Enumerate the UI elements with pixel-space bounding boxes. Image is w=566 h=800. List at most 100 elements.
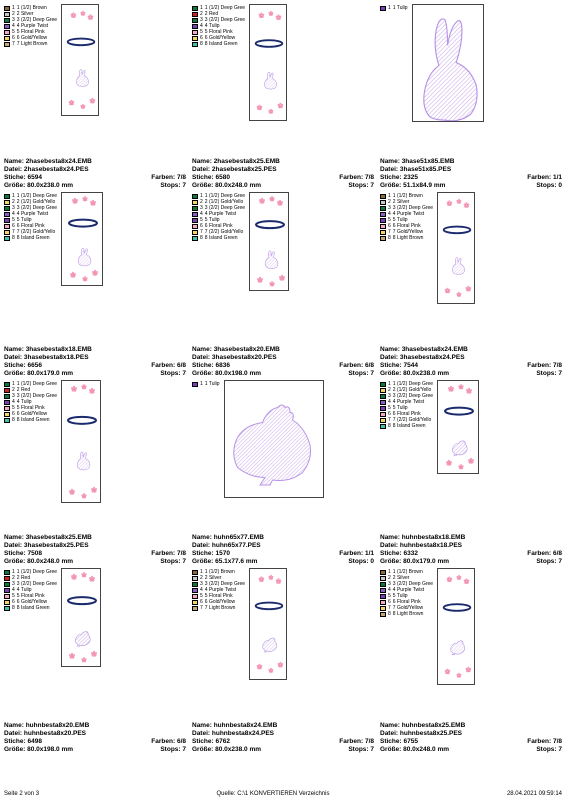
stitch-count: 6594 (27, 174, 41, 181)
design-info: Name: 3hasebesta8x25.EMB Datei: 3hasebes… (4, 534, 186, 567)
stop-count: 7 (558, 558, 562, 565)
design-name: huhnbesta8x20.EMB (26, 722, 90, 729)
color-swatch (192, 6, 198, 11)
color-swatch (192, 594, 198, 599)
color-swatch (4, 600, 10, 605)
color-swatch (4, 236, 10, 241)
color-legend: 11 (1/2) Deep Gree22 (1/2) Gold/Yello33 … (4, 192, 57, 344)
color-swatch (380, 412, 386, 417)
stitch-count: 6580 (215, 174, 229, 181)
legend-label: 8 Light Brown (393, 612, 424, 617)
design-name: 2hasebesta8x24.EMB (26, 158, 92, 165)
design-grid: 11 (1/2) Brown22 Silver33 (2/2) Deep Gre… (4, 4, 562, 754)
footer-right: 28.04.2021 09:59:14 (507, 791, 562, 797)
color-legend: 11 (1/2) Brown22 Silver33 (2/2) Deep Gre… (380, 192, 433, 344)
design-file: 3hasebesta8x25.PES (24, 542, 89, 549)
design-thumbnail (61, 568, 101, 667)
design-file: 2hasebesta8x25.PES (212, 166, 277, 173)
color-legend: 11 (1/2) Deep Gree22 Red33 (2/2) Deep Gr… (4, 380, 57, 532)
color-count: 1/1 (365, 550, 374, 557)
legend-num: 8 (200, 42, 203, 47)
color-count: 7/8 (365, 174, 374, 181)
design-file: huhnbesta8x20.PES (24, 730, 86, 737)
color-count: 7/8 (177, 174, 186, 181)
design-file: huhn65x77.PES (212, 542, 261, 549)
design-size: 80.0x198.0 mm (27, 746, 73, 753)
color-swatch (192, 194, 198, 199)
color-swatch (4, 394, 10, 399)
design-cell: 11 (1/2) Deep Gree22 (1/2) Gold/Yello33 … (380, 380, 562, 566)
design-size: 80.0x238.0 mm (403, 370, 449, 377)
page-footer: Seite 2 von 3 Quelle: C:\1 KONVERTIEREN … (4, 791, 562, 797)
color-swatch (4, 30, 10, 35)
footer-left: Seite 2 von 3 (4, 791, 39, 797)
design-info: Name: 3hase51x85.EMB Datei: 3hase51x85.P… (380, 158, 562, 191)
design-size: 80.0x248.0 mm (215, 182, 261, 189)
legend-label: 8 Island Green (17, 606, 50, 611)
legend-num: 8 (388, 236, 391, 241)
color-swatch (4, 382, 10, 387)
color-swatch (4, 224, 10, 229)
color-swatch (380, 424, 386, 429)
stop-count: 7 (558, 746, 562, 753)
legend-row: 88 Light Brown (380, 236, 433, 241)
color-swatch (380, 582, 386, 587)
design-cell: 11 (1/2) Brown22 Silver33 (2/2) Deep Gre… (4, 4, 186, 190)
legend-row: 88 Island Green (4, 236, 57, 241)
design-info: Name: huhnbesta8x25.EMB Datei: huhnbesta… (380, 722, 562, 755)
design-size: 80.0x179.0 mm (27, 370, 73, 377)
stop-count: 0 (370, 558, 374, 565)
color-legend: 11 (1/2) Deep Gree22 (1/2) Gold/Yello33 … (192, 192, 245, 344)
color-swatch (4, 230, 10, 235)
design-thumbnail (412, 4, 484, 122)
legend-row: 88 Island Green (4, 606, 57, 611)
legend-label: 7 Light Brown (205, 606, 236, 611)
color-swatch (192, 588, 198, 593)
color-swatch (192, 206, 198, 211)
design-info: Name: huhn65x77.EMB Datei: huhn65x77.PES… (192, 534, 374, 567)
color-swatch (192, 570, 198, 575)
design-cell: 11 (1/2) Brown22 Silver33 (2/2) Deep Gre… (192, 568, 374, 754)
design-thumbnail (437, 380, 479, 474)
color-swatch (4, 200, 10, 205)
legend-row: 88 Island Green (380, 424, 433, 429)
stitch-count: 6332 (403, 550, 417, 557)
color-swatch (380, 230, 386, 235)
legend-label: 8 Island Green (17, 418, 50, 423)
legend-num: 7 (200, 606, 203, 611)
color-swatch (192, 24, 198, 29)
legend-row: 11 Tulip (380, 6, 408, 11)
color-swatch (380, 194, 386, 199)
design-size: 80.0x238.0 mm (215, 746, 261, 753)
color-swatch (4, 6, 10, 11)
color-swatch (4, 36, 10, 41)
color-swatch (380, 206, 386, 211)
legend-num: 8 (12, 606, 15, 611)
color-swatch (4, 606, 10, 611)
color-count: 7/8 (553, 362, 562, 369)
color-swatch (380, 594, 386, 599)
color-swatch (192, 12, 198, 17)
legend-label: 8 Island Green (205, 236, 238, 241)
design-info: Name: 3hasebesta8x24.EMB Datei: 3hasebes… (380, 346, 562, 379)
design-name: 3hasebesta8x25.EMB (26, 534, 92, 541)
design-cell: 11 (1/2) Deep Gree22 Red33 (2/2) Deep Gr… (4, 380, 186, 566)
color-swatch (192, 382, 198, 387)
legend-label: 1 Tulip (393, 6, 408, 11)
legend-row: 77 Light Brown (4, 42, 57, 47)
design-thumbnail (437, 192, 475, 304)
design-file: huhnbesta8x18.PES (400, 542, 462, 549)
legend-num: 8 (12, 418, 15, 423)
color-swatch (192, 212, 198, 217)
color-swatch (4, 576, 10, 581)
design-size: 80.0x198.0 mm (215, 370, 261, 377)
stop-count: 7 (370, 182, 374, 189)
color-count: 7/8 (365, 738, 374, 745)
legend-row: 11 Tulip (192, 382, 220, 387)
design-cell: 11 (1/2) Brown22 Silver33 (2/2) Deep Gre… (380, 192, 562, 378)
legend-num: 1 (200, 382, 203, 387)
design-name: 3hasebesta8x20.EMB (214, 346, 280, 353)
design-file: 3hasebesta8x24.PES (400, 354, 465, 361)
color-swatch (380, 224, 386, 229)
color-swatch (4, 582, 10, 587)
